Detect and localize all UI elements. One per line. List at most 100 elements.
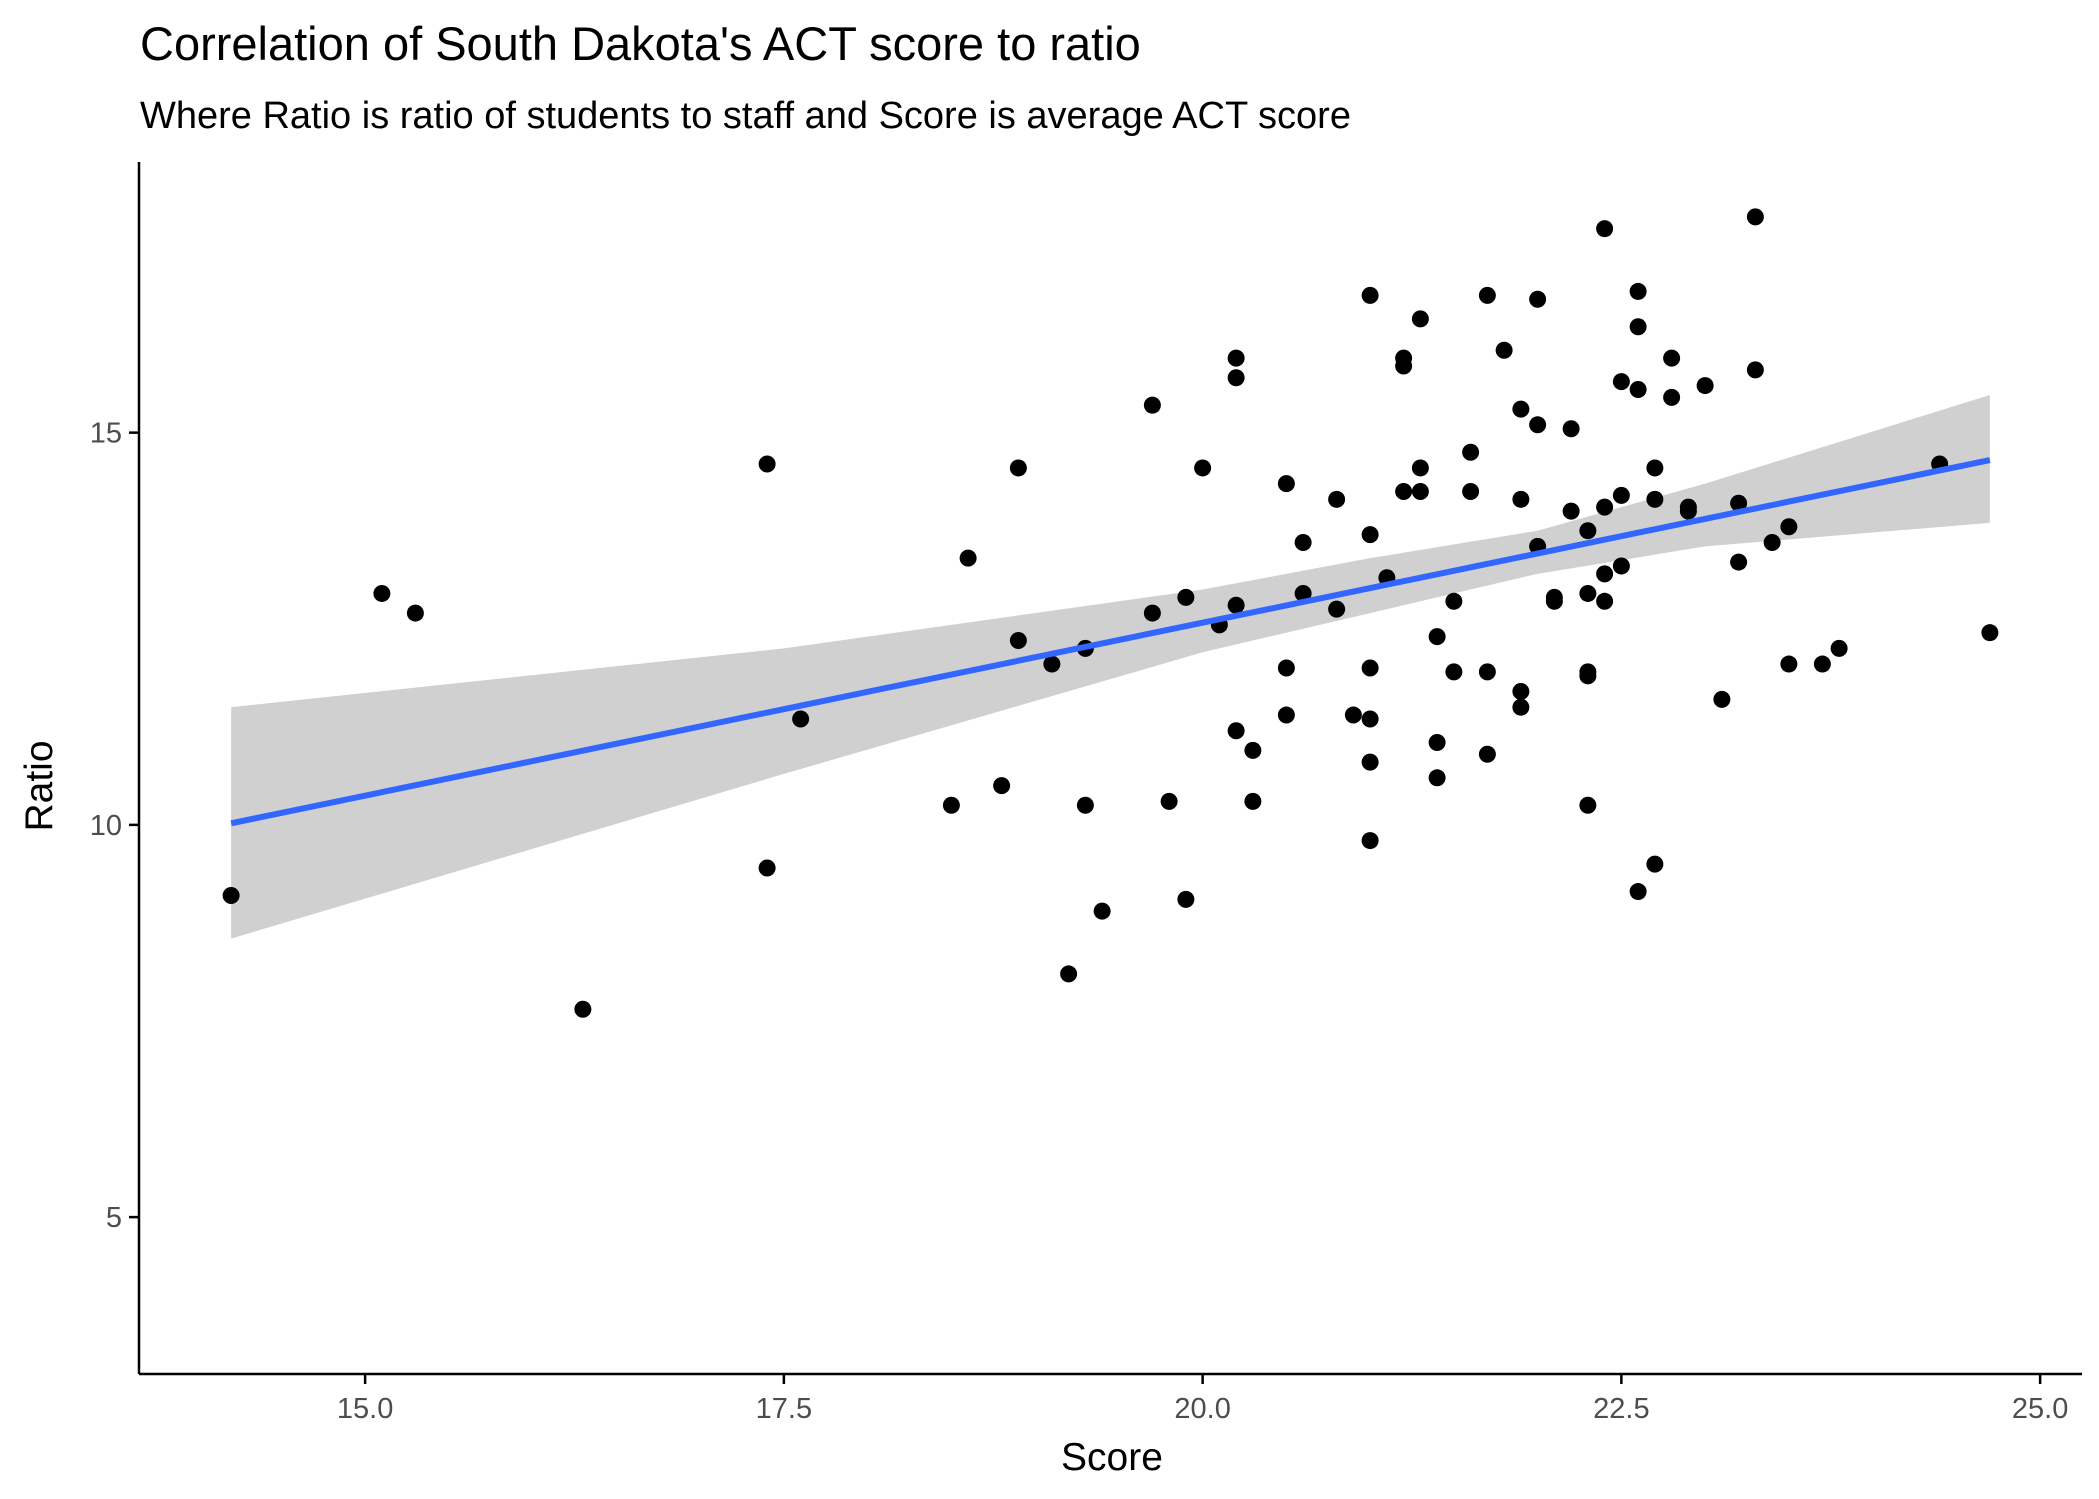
data-point-60	[1478, 663, 1496, 681]
y-tick-label: 15	[90, 418, 122, 450]
y-tick-label: 5	[106, 1202, 122, 1234]
y-axis-title: Ratio	[18, 740, 61, 831]
y-axis-ticks: 5 10 15	[90, 418, 139, 1234]
data-point-31	[1277, 475, 1295, 493]
data-point-29	[1244, 741, 1262, 759]
x-axis-ticks: 15.0 17.5 20.0 22.5 25.0	[337, 1374, 2068, 1425]
data-point-47	[1395, 357, 1413, 375]
data-point-106	[1813, 655, 1831, 673]
data-point-101	[1746, 208, 1764, 226]
fit-line	[230, 457, 1991, 827]
x-tick-label: 20.0	[1174, 1393, 1230, 1425]
data-point-97	[1696, 377, 1714, 395]
x-axis-title: Score	[1061, 1436, 1163, 1479]
data-point-81	[1596, 565, 1614, 583]
points-layer	[222, 208, 1999, 1018]
x-tick-label: 15.0	[337, 1393, 393, 1425]
data-point-7	[792, 710, 810, 728]
data-point-32	[1277, 659, 1295, 677]
data-point-107	[1830, 639, 1848, 657]
data-point-105	[1780, 655, 1798, 673]
data-point-58	[1462, 482, 1480, 500]
data-point-53	[1428, 734, 1446, 752]
data-point-44	[1361, 832, 1379, 850]
data-point-103	[1763, 533, 1781, 551]
data-point-43	[1361, 753, 1379, 771]
data-point-65	[1512, 683, 1530, 701]
data-point-87	[1629, 318, 1647, 336]
data-point-1	[222, 886, 240, 904]
data-point-54	[1428, 769, 1446, 787]
data-point-33	[1277, 706, 1295, 724]
data-point-42	[1361, 710, 1379, 728]
data-point-20	[1160, 792, 1178, 810]
data-point-22	[1177, 890, 1195, 908]
data-point-88	[1629, 380, 1647, 398]
data-point-23	[1194, 459, 1212, 477]
data-point-86	[1629, 282, 1647, 300]
data-point-78	[1579, 796, 1597, 814]
data-point-25	[1227, 349, 1245, 367]
data-point-93	[1663, 349, 1681, 367]
data-point-79	[1596, 220, 1614, 238]
data-point-109	[1981, 624, 1999, 642]
data-point-57	[1462, 443, 1480, 461]
data-point-72	[1562, 420, 1580, 438]
data-point-89	[1629, 883, 1647, 901]
chart-subtitle: Where Ratio is ratio of students to staf…	[140, 95, 1351, 137]
data-point-100	[1730, 553, 1748, 571]
data-point-8	[942, 796, 960, 814]
data-point-9	[959, 549, 977, 567]
data-point-51	[1411, 482, 1429, 500]
data-point-21	[1177, 588, 1195, 606]
data-point-28	[1227, 722, 1245, 740]
data-point-63	[1512, 400, 1530, 418]
data-point-73	[1562, 502, 1580, 520]
data-point-18	[1143, 396, 1161, 414]
data-point-59	[1478, 286, 1496, 304]
data-point-52	[1428, 628, 1446, 646]
data-point-61	[1478, 745, 1496, 763]
data-point-82	[1596, 592, 1614, 610]
data-point-38	[1344, 706, 1362, 724]
data-point-90	[1646, 459, 1664, 477]
x-tick-label: 25.0	[2012, 1393, 2068, 1425]
data-point-11	[1009, 459, 1027, 477]
confidence-band	[231, 394, 1990, 939]
data-point-80	[1596, 498, 1614, 516]
data-point-104	[1780, 518, 1798, 536]
data-point-36	[1328, 490, 1346, 508]
data-point-98	[1713, 690, 1731, 708]
data-point-68	[1529, 416, 1547, 434]
data-point-75	[1579, 584, 1597, 602]
data-point-19	[1143, 604, 1161, 622]
data-point-102	[1746, 361, 1764, 379]
data-point-41	[1361, 659, 1379, 677]
data-point-17	[1093, 902, 1111, 920]
data-point-2	[373, 584, 391, 602]
data-point-48	[1395, 482, 1413, 500]
data-point-66	[1512, 698, 1530, 716]
data-point-12	[1009, 632, 1027, 650]
data-point-39	[1361, 286, 1379, 304]
data-point-85	[1612, 557, 1630, 575]
plot-area	[222, 208, 1999, 1018]
data-point-99	[1730, 494, 1748, 512]
data-point-91	[1646, 490, 1664, 508]
data-point-34	[1294, 533, 1312, 551]
data-point-50	[1411, 459, 1429, 477]
data-point-30	[1244, 792, 1262, 810]
data-point-27	[1227, 596, 1245, 614]
data-point-55	[1445, 592, 1463, 610]
data-point-83	[1612, 373, 1630, 391]
data-point-56	[1445, 663, 1463, 681]
data-point-40	[1361, 526, 1379, 544]
data-point-77	[1579, 667, 1597, 685]
data-point-62	[1495, 341, 1513, 359]
data-point-16	[1076, 796, 1094, 814]
data-point-64	[1512, 490, 1530, 508]
data-point-71	[1545, 592, 1563, 610]
x-tick-label: 22.5	[1593, 1393, 1649, 1425]
x-tick-label: 17.5	[756, 1393, 812, 1425]
